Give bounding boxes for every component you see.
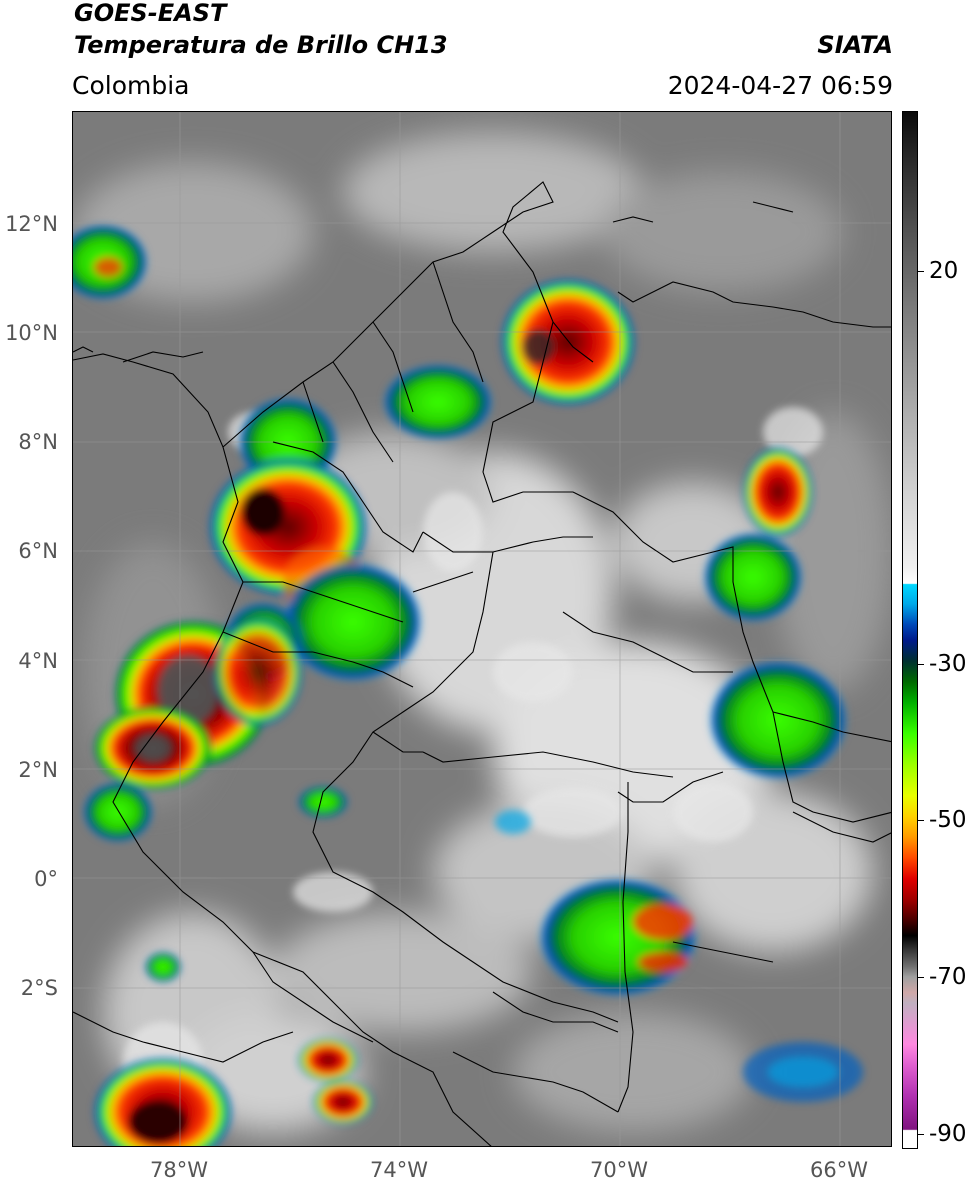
region-label: Colombia bbox=[72, 71, 190, 100]
title-sub: Temperatura de Brillo CH13 bbox=[74, 31, 448, 59]
lat-label-0: 0° bbox=[34, 867, 58, 891]
storm-cell-central bbox=[283, 562, 423, 682]
lat-label-10n: 10°N bbox=[5, 321, 58, 345]
colorbar-tick-20 bbox=[918, 271, 924, 272]
graticule bbox=[73, 112, 891, 1146]
title-main: GOES-EAST bbox=[74, 0, 227, 27]
colorbar-label-20: 20 bbox=[929, 258, 959, 284]
satellite-map[interactable] bbox=[72, 111, 892, 1147]
colorbar-label-minus50: -50 bbox=[929, 807, 966, 833]
storm-cell-venezuela-n bbox=[743, 447, 813, 537]
lat-label-12n: 12°N bbox=[5, 212, 58, 236]
colorbar-label-minus30: -30 bbox=[929, 651, 966, 677]
lon-label-66w: 66°W bbox=[810, 1158, 868, 1182]
lat-label-8n: 8°N bbox=[18, 430, 58, 454]
lon-label-78w: 78°W bbox=[150, 1158, 208, 1182]
country-borders bbox=[73, 181, 891, 1146]
lat-label-6n: 6°N bbox=[18, 539, 58, 563]
lat-label-4n: 4°N bbox=[18, 649, 58, 673]
temperature-colorbar bbox=[902, 111, 918, 1149]
lat-label-2n: 2°N bbox=[18, 758, 58, 782]
lat-label-2s: 2°S bbox=[20, 976, 58, 1000]
colorbar-tick-minus90 bbox=[918, 1134, 924, 1135]
agency-label: SIATA bbox=[817, 31, 893, 59]
lon-label-70w: 70°W bbox=[590, 1158, 648, 1182]
colorbar-tick-minus30 bbox=[918, 664, 924, 665]
colorbar-tick-minus70 bbox=[918, 977, 924, 978]
colorbar-label-minus70: -70 bbox=[929, 964, 966, 990]
colorbar-tick-minus50 bbox=[918, 820, 924, 821]
storm-cell-venezuela-s bbox=[708, 660, 848, 780]
storm-cell-cesar bbox=[383, 364, 493, 440]
map-canvas bbox=[73, 112, 891, 1146]
colorbar-label-minus90: -90 bbox=[929, 1121, 966, 1147]
lon-label-74w: 74°W bbox=[370, 1158, 428, 1182]
storm-cell-maracaibo bbox=[500, 278, 636, 406]
storm-cells bbox=[73, 224, 863, 1146]
timestamp: 2024-04-27 06:59 bbox=[667, 71, 893, 100]
